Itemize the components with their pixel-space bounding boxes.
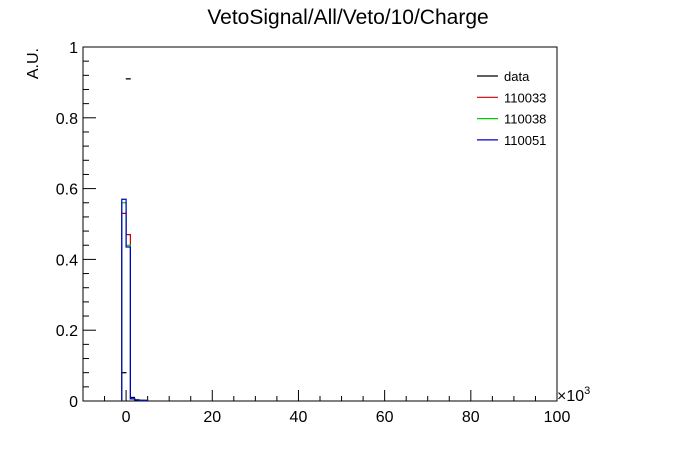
x-tick-label: 20 <box>203 409 221 426</box>
y-axis-label: A.U. <box>25 48 42 79</box>
y-tick-label: 0.8 <box>56 111 78 128</box>
legend-label: 110051 <box>504 133 546 148</box>
y-tick-label: 0.4 <box>56 252 78 269</box>
legend: data 110033 110038 110051 <box>477 69 546 148</box>
y-tick-label: 1 <box>69 40 78 57</box>
x-tick-label: 100 <box>544 409 571 426</box>
y-tick-label: 0.2 <box>56 323 78 340</box>
axis-ticks: 0 20 40 60 80 100 0 0.2 0.4 0.6 0.8 1 <box>56 40 571 426</box>
x-multiplier-base: ×10 <box>557 388 584 405</box>
x-tick-label: 0 <box>122 409 131 426</box>
plot-frame <box>82 46 558 402</box>
legend-label: 110038 <box>504 112 546 127</box>
y-tick-label: 0 <box>69 394 78 411</box>
legend-label: data <box>504 69 530 84</box>
x-multiplier-exponent: 3 <box>584 385 590 397</box>
x-tick-label: 60 <box>376 409 394 426</box>
chart-title: VetoSignal/All/Veto/10/Charge <box>207 6 488 29</box>
x-axis-multiplier: ×103 <box>557 385 590 405</box>
x-tick-label: 40 <box>290 409 308 426</box>
series-110051-line <box>121 198 149 401</box>
plot-area-border <box>82 46 558 402</box>
x-tick-label: 80 <box>462 409 480 426</box>
y-tick-label: 0.6 <box>56 182 78 199</box>
legend-label: 110033 <box>504 90 546 105</box>
series-layer <box>121 78 149 402</box>
